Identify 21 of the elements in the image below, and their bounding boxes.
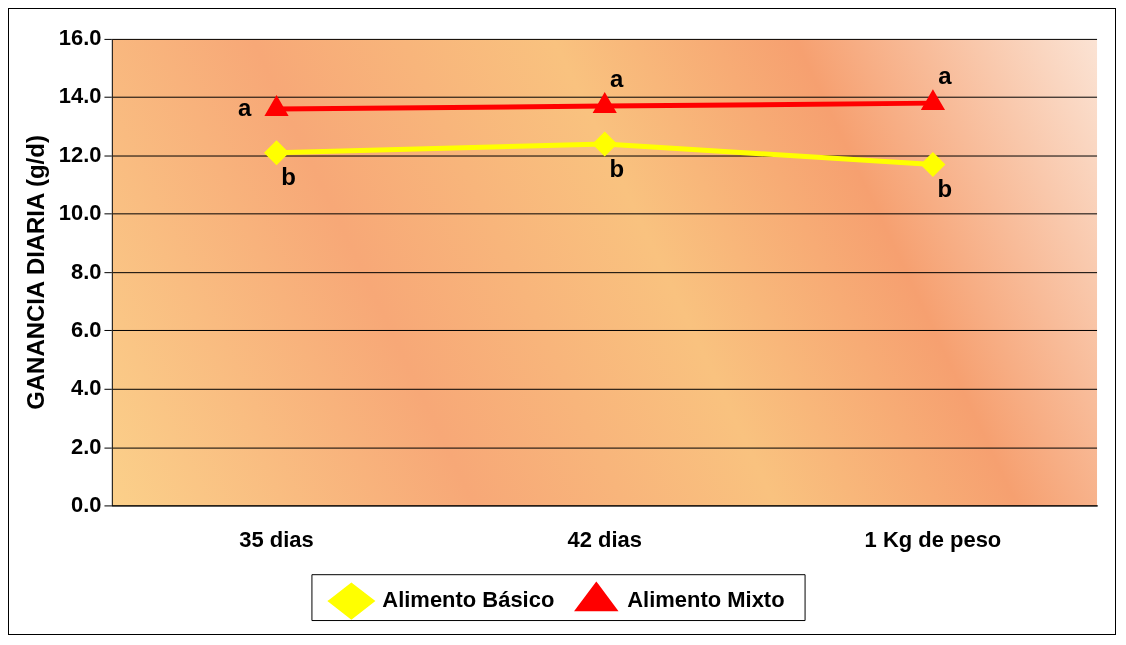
annotation: b <box>937 174 953 202</box>
y-tick-label: 10.0 <box>58 200 102 226</box>
y-tick-label: 8.0 <box>70 258 102 284</box>
annotation: b <box>281 163 296 191</box>
annotation: a <box>610 64 625 92</box>
y-tick-label: 6.0 <box>70 316 102 342</box>
y-tick-label: 0.0 <box>70 492 102 518</box>
y-tick-label: 12.0 <box>58 141 102 167</box>
annotation: b <box>609 154 625 182</box>
x-tick-label: 1 Kg de peso <box>864 527 1002 553</box>
annotation: a <box>938 61 953 89</box>
legend-label: Alimento Mixto <box>627 587 785 613</box>
y-tick-label: 16.0 <box>58 24 102 50</box>
x-tick-label: 42 dias <box>567 527 642 553</box>
x-tick-label: 35 dias <box>239 527 314 553</box>
y-tick-label: 4.0 <box>70 375 102 401</box>
annotation: a <box>237 93 252 121</box>
y-tick-label: 2.0 <box>70 433 102 459</box>
y-tick-label: 14.0 <box>58 83 102 109</box>
legend-label: Alimento Básico <box>382 587 555 613</box>
y-axis-title: GANANCIA DIARIA (g/d) <box>21 135 49 410</box>
